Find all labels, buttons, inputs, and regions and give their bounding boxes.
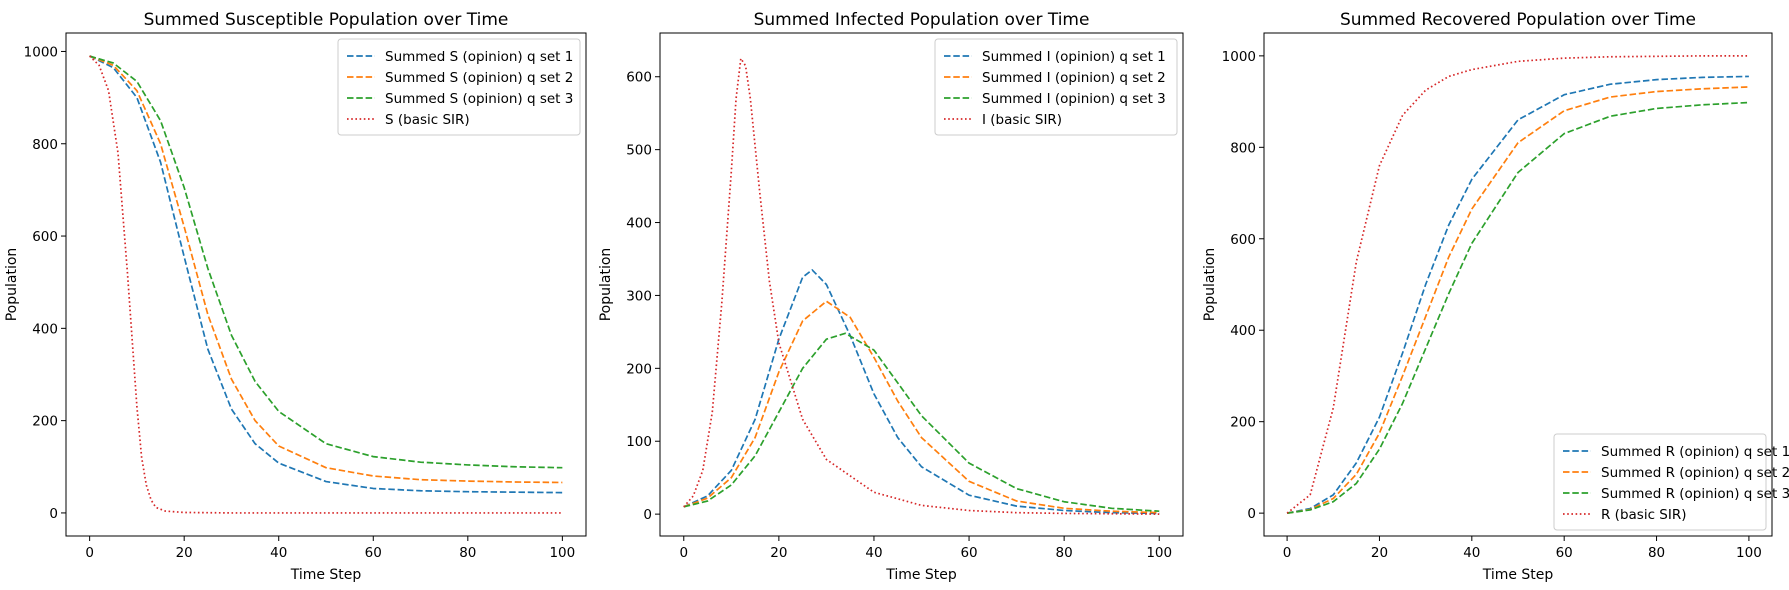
chart-panel-2: 0 20 40 60 80 100 0 100 200 300 400 500 600 Summed In… <box>598 10 1184 583</box>
y-tick-label: 400 <box>1230 323 1256 339</box>
y-tick-label: 800 <box>32 137 58 153</box>
y-tick-label: 600 <box>1230 232 1256 248</box>
y-tick-label: 0 <box>643 507 652 523</box>
y-tick-label: 800 <box>1230 140 1256 156</box>
y-axis-label: Population <box>4 248 20 322</box>
x-tick-label: 0 <box>85 545 94 561</box>
legend-label: Summed I (opinion) q set 1 <box>982 49 1166 65</box>
legend-box <box>337 38 581 136</box>
x-tick-label: 80 <box>459 545 476 561</box>
series-line-4 <box>89 55 563 514</box>
legend-box <box>934 38 1178 136</box>
legend-label: Summed S (opinion) q set 1 <box>385 49 573 65</box>
legend-label: R (basic SIR) <box>1601 507 1686 523</box>
legend: Summed I (opinion) q set 1 Summed I (opin… <box>934 38 1178 136</box>
y-axis-label: Population <box>1202 248 1218 322</box>
y-tick-label: 0 <box>1247 506 1256 522</box>
series-line-1 <box>683 269 1160 515</box>
y-tick-label: 600 <box>626 70 652 86</box>
x-tick-label: 60 <box>960 545 977 561</box>
x-tick-label: 20 <box>176 545 193 561</box>
legend-label: Summed I (opinion) q set 3 <box>982 91 1166 107</box>
series-group <box>1286 55 1749 514</box>
legend-label: Summed R (opinion) q set 3 <box>1601 486 1789 502</box>
legend-label: Summed S (opinion) q set 2 <box>385 70 573 86</box>
chart-title: Summed Susceptible Population over Time <box>144 10 509 30</box>
x-axis-label: Time Step <box>1482 567 1554 583</box>
x-tick-label: 80 <box>1648 545 1665 561</box>
y-tick-label: 300 <box>626 288 652 304</box>
legend: Summed S (opinion) q set 1 Summed S (opin… <box>337 38 581 136</box>
y-tick-label: 200 <box>32 414 58 430</box>
x-tick-label: 100 <box>549 545 575 561</box>
x-tick-label: 40 <box>1463 545 1480 561</box>
legend: Summed R (opinion) q set 1 Summed R (opin… <box>1553 433 1789 531</box>
x-tick-label: 100 <box>1736 545 1762 561</box>
x-tick-label: 80 <box>1056 545 1073 561</box>
series-line-3 <box>89 55 563 469</box>
legend-label: S (basic SIR) <box>385 112 470 128</box>
x-tick-label: 20 <box>1371 545 1388 561</box>
y-tick-label: 100 <box>626 434 652 450</box>
y-tick-label: 200 <box>626 361 652 377</box>
legend-label: I (basic SIR) <box>982 112 1062 128</box>
series-line-1 <box>89 55 563 494</box>
y-tick-label: 500 <box>626 143 652 159</box>
axes-frame <box>65 32 587 537</box>
legend-label: Summed R (opinion) q set 2 <box>1601 465 1789 481</box>
y-tick-label: 400 <box>32 321 58 337</box>
series-line-1 <box>1286 75 1749 514</box>
axes-frame <box>659 32 1184 537</box>
legend-box <box>1553 433 1767 531</box>
x-tick-label: 20 <box>770 545 787 561</box>
x-axis-label: Time Step <box>290 567 362 583</box>
x-tick-label: 0 <box>1283 545 1292 561</box>
y-tick-label: 200 <box>1230 415 1256 431</box>
x-tick-label: 60 <box>365 545 382 561</box>
legend-label: Summed I (opinion) q set 2 <box>982 70 1166 86</box>
series-line-3 <box>683 332 1160 513</box>
y-tick-label: 600 <box>32 229 58 245</box>
series-line-2 <box>1286 86 1749 514</box>
series-group <box>89 55 563 514</box>
chart-title: Summed Infected Population over Time <box>754 10 1090 30</box>
chart-title: Summed Recovered Population over Time <box>1340 10 1696 30</box>
y-tick-label: 0 <box>49 506 58 522</box>
series-line-2 <box>683 300 1160 514</box>
series-line-4 <box>683 57 1160 515</box>
series-line-2 <box>89 55 563 484</box>
axes-frame <box>1263 32 1773 537</box>
x-tick-label: 60 <box>1556 545 1573 561</box>
series-line-3 <box>1286 101 1749 514</box>
x-tick-label: 40 <box>270 545 287 561</box>
y-tick-label: 1000 <box>1222 49 1256 65</box>
x-tick-label: 0 <box>679 545 688 561</box>
x-axis-label: Time Step <box>885 567 957 583</box>
series-group <box>683 57 1160 515</box>
y-tick-label: 400 <box>626 216 652 232</box>
y-axis-label: Population <box>598 248 614 322</box>
series-line-4 <box>1286 55 1749 514</box>
y-tick-label: 1000 <box>24 44 58 60</box>
legend-label: Summed R (opinion) q set 1 <box>1601 444 1789 460</box>
x-tick-label: 40 <box>865 545 882 561</box>
x-tick-label: 100 <box>1146 545 1172 561</box>
legend-label: Summed S (opinion) q set 3 <box>385 91 573 107</box>
